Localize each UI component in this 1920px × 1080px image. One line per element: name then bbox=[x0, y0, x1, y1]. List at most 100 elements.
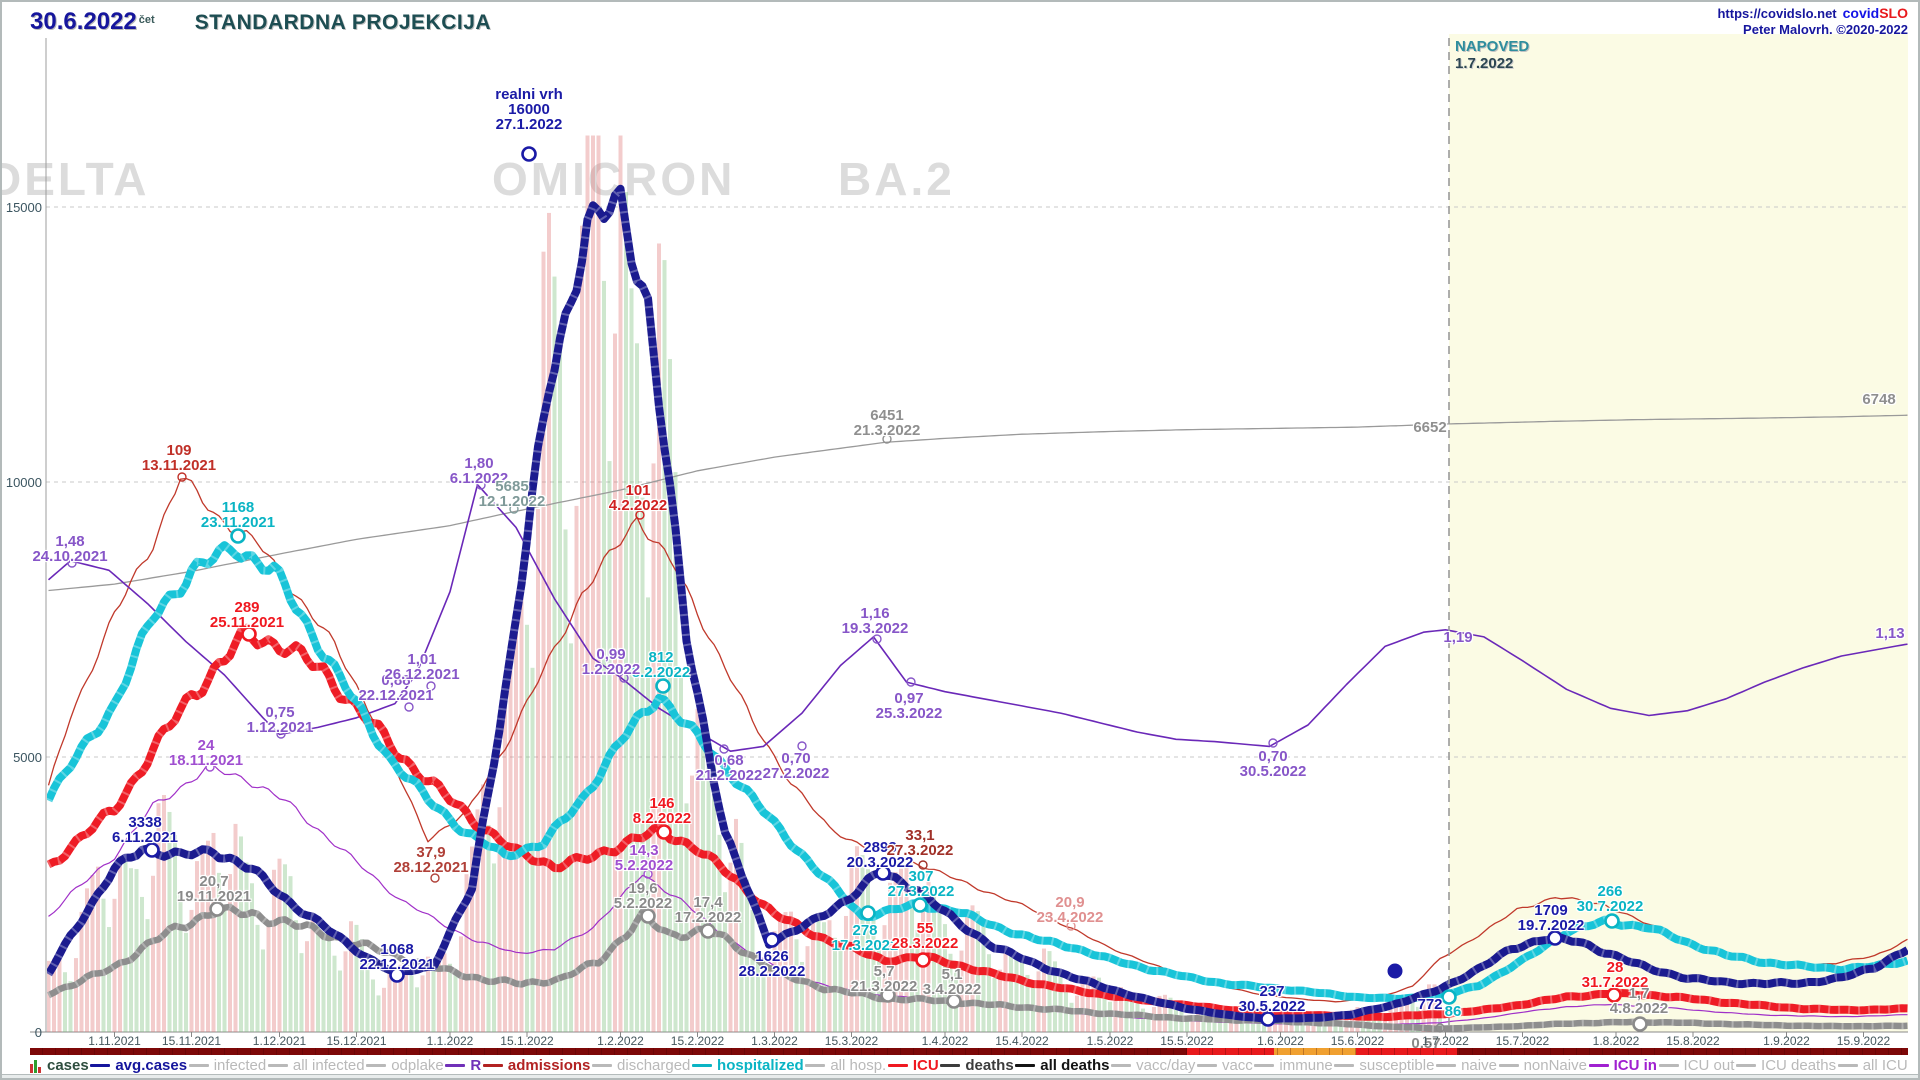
x-tick-label: 1.7.2022 bbox=[1422, 1034, 1469, 1048]
x-tick-label: 1.12.2021 bbox=[252, 1034, 307, 1048]
annotation-812: 812 8.2.2022 bbox=[631, 649, 691, 681]
series-all_hosp bbox=[48, 414, 1908, 592]
legend-item-infected: infected bbox=[188, 1057, 267, 1074]
legend-label: cases bbox=[47, 1057, 89, 1074]
x-tick-label: 15.11.2021 bbox=[161, 1034, 222, 1048]
annotation-101: 101 4.2.2022 bbox=[608, 482, 668, 514]
annotation-0-70: 0,70 30.5.2022 bbox=[1239, 748, 1307, 780]
legend-dash-icon bbox=[592, 1064, 613, 1067]
legend-label: R bbox=[470, 1057, 482, 1074]
legend-label: vacc/day bbox=[1136, 1057, 1196, 1074]
legend-item-immune: immune bbox=[1254, 1057, 1333, 1074]
timeline-segment bbox=[30, 1048, 1187, 1055]
x-tick-label: 15.3.2022 bbox=[824, 1034, 879, 1048]
legend-label: all hosp. bbox=[830, 1057, 887, 1074]
annotation-0-99: 0,99 1.2.2022 bbox=[581, 646, 641, 678]
annotation-0-70: 0,70 27.2.2022 bbox=[762, 750, 830, 782]
annotation-6451: 6451 21.3.2022 bbox=[853, 407, 921, 439]
legend-item-ICU-deaths: ICU deaths bbox=[1736, 1057, 1836, 1074]
x-tick-label: 15.5.2022 bbox=[1160, 1034, 1214, 1048]
annotation-19-6: 19,6 5.2.2022 bbox=[613, 880, 673, 912]
legend-dash-icon bbox=[692, 1064, 713, 1067]
annotation-1-80: 1,80 6.1.2022 bbox=[449, 455, 509, 487]
x-tick-label: 1.9.2022 bbox=[1763, 1034, 1810, 1048]
x-tick-label: 1.4.2022 bbox=[921, 1034, 969, 1048]
forecast-label: NAPOVED 1.7.2022 bbox=[1455, 38, 1529, 72]
annotation-6748: 6748 bbox=[1862, 391, 1896, 408]
legend-dash-icon bbox=[90, 1064, 111, 1067]
legend-item-all-hosp-: all hosp. bbox=[805, 1057, 886, 1074]
x-tick-label: 1.5.2022 bbox=[1086, 1034, 1134, 1048]
brand-covid: covid bbox=[1842, 5, 1880, 21]
legend-label: nonNaive bbox=[1523, 1057, 1587, 1074]
legend-dash-icon bbox=[1111, 1064, 1132, 1067]
x-tick-label: 15.12.2021 bbox=[326, 1034, 387, 1048]
annotation-289: 289 25.11.2021 bbox=[209, 599, 285, 631]
measures-timeline-strip bbox=[30, 1048, 1908, 1055]
annotation-1-19: 1,19 bbox=[1443, 629, 1473, 646]
annotation-772: 772 bbox=[1417, 996, 1443, 1013]
annotation-37-9: 37,9 28.12.2021 bbox=[393, 844, 469, 876]
legend-label: susceptible bbox=[1359, 1057, 1435, 1074]
annotation-0-57: 0,57 bbox=[1411, 1035, 1441, 1052]
daily-cases-bars bbox=[47, 135, 1442, 1033]
annotation-146: 146 8.2.2022 bbox=[632, 795, 692, 827]
legend-label: infected bbox=[213, 1057, 267, 1074]
annotation-278: 278 17.3.2022 bbox=[831, 922, 899, 954]
y-tick-label: 5000 bbox=[13, 750, 42, 765]
legend-item-naive: naive bbox=[1436, 1057, 1497, 1074]
legend-item-admissions: admissions bbox=[482, 1057, 590, 1074]
timeline-segment bbox=[1356, 1048, 1457, 1055]
legend-dash-icon bbox=[188, 1064, 209, 1067]
x-tick-label: 15.6.2022 bbox=[1330, 1034, 1385, 1048]
legend-dash-icon bbox=[1334, 1064, 1355, 1067]
legend-item-deaths: deaths bbox=[940, 1057, 1014, 1074]
legend-dash-icon bbox=[445, 1064, 466, 1067]
annotation-2893: 2893 20.3.2022 bbox=[846, 839, 914, 871]
annotation-5-7: 5,7 21.3.2022 bbox=[850, 963, 918, 995]
annotation-markers bbox=[67, 146, 1648, 1033]
x-tick-label: 15.4.2022 bbox=[995, 1034, 1049, 1048]
x-tick-label: 1.6.2022 bbox=[1257, 1034, 1304, 1048]
annotation-266: 266 30.7.2022 bbox=[1576, 883, 1644, 915]
annotation-1626: 1626 28.2.2022 bbox=[738, 948, 806, 980]
report-date: 30.6.2022 bbox=[30, 8, 137, 35]
legend-item-all-ICU: all ICU bbox=[1837, 1057, 1908, 1074]
legend-dash-icon bbox=[1837, 1064, 1858, 1067]
watermark-delta: DELTA bbox=[0, 153, 150, 205]
legend-dash-icon bbox=[887, 1064, 908, 1067]
series-admissions bbox=[47, 477, 1908, 1003]
annotation-3338: 3338 6.11.2021 bbox=[112, 814, 178, 846]
legend-item-vacc: vacc bbox=[1196, 1057, 1253, 1074]
legend-item-avg-cases: avg.cases bbox=[90, 1057, 187, 1074]
header: 30.6.2022 čet STANDARDNA PROJEKCIJA bbox=[30, 8, 491, 36]
annotation-6652: 6652 bbox=[1413, 419, 1447, 436]
annotation-5-1: 5,1 3.4.2022 bbox=[922, 966, 982, 998]
legend-item-R: R bbox=[445, 1057, 481, 1074]
x-tick-label: 1.1.2022 bbox=[426, 1034, 474, 1048]
cases-bars-icon bbox=[30, 1059, 42, 1073]
legend-label: hospitalized bbox=[717, 1057, 804, 1074]
series-texture bbox=[47, 622, 1908, 1022]
series-deaths bbox=[47, 903, 1908, 1032]
annotation-1709: 1709 19.7.2022 bbox=[1517, 902, 1585, 934]
annotation-realni-vrh: realni vrh 16000 27.1.2022 bbox=[495, 86, 563, 133]
legend-dash-icon bbox=[1498, 1064, 1519, 1067]
timeline-grid bbox=[30, 1048, 1908, 1055]
legend-dash-icon bbox=[366, 1064, 387, 1067]
legend-item-odplake: odplake bbox=[366, 1057, 444, 1074]
annotation-237: 237 30.5.2022 bbox=[1238, 983, 1306, 1015]
legend-dash-icon bbox=[1736, 1064, 1757, 1067]
legend-item-susceptible: susceptible bbox=[1334, 1057, 1434, 1074]
legend-label: all infected bbox=[292, 1057, 365, 1074]
series-avg_cases bbox=[47, 184, 1908, 1024]
x-tick-label: 15.2.2022 bbox=[670, 1034, 725, 1048]
annotation-28: 28 31.7.2022 bbox=[1581, 959, 1649, 991]
legend-dash-icon bbox=[1196, 1064, 1217, 1067]
annotation-0-97: 0,97 25.3.2022 bbox=[875, 690, 943, 722]
timeline-segment bbox=[1187, 1048, 1274, 1055]
annotation-0-68: 0,68 21.2.2022 bbox=[695, 752, 763, 784]
annotation-0-88: 0,88 22.12.2021 bbox=[358, 672, 434, 704]
series-hospitalized bbox=[47, 541, 1908, 1003]
